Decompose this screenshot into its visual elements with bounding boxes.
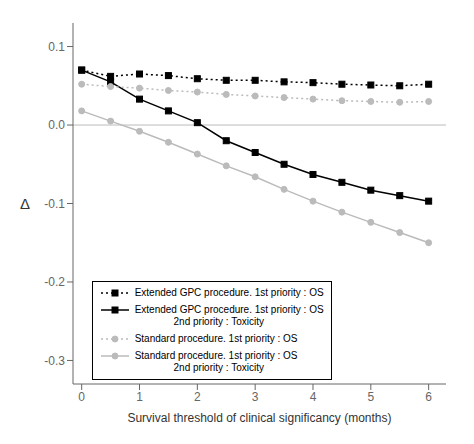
svg-text:0.1: 0.1 <box>48 40 65 54</box>
svg-text:Survival threshold of clinical: Survival threshold of clinical significa… <box>127 411 391 425</box>
html-text:Extended GPC procedure. 1st pr: Extended GPC procedure. 1st priority : O… <box>134 287 324 298</box>
html-text:Standard procedure. 1st priori: Standard procedure. 1st priority : OS <box>134 333 298 344</box>
svg-text:5: 5 <box>367 390 374 404</box>
svg-text:-0.3: -0.3 <box>44 354 65 368</box>
svg-text:4: 4 <box>310 390 317 404</box>
svg-text:6: 6 <box>425 390 432 404</box>
svg-text:1: 1 <box>136 390 143 404</box>
svg-text:-0.1: -0.1 <box>44 197 65 211</box>
svg-text:Δ: Δ <box>20 195 30 212</box>
html-text:Standard procedure. 1st priori: Standard procedure. 1st priority : OS <box>134 350 298 361</box>
svg-text:0: 0 <box>78 390 85 404</box>
html-text:2nd priority : Toxicity: 2nd priority : Toxicity <box>134 362 264 373</box>
html-text:Extended GPC procedure. 1st pr: Extended GPC procedure. 1st priority : O… <box>134 304 324 315</box>
html-text:2nd priority : Toxicity: 2nd priority : Toxicity <box>134 316 264 327</box>
svg-text:0.0: 0.0 <box>48 118 65 132</box>
svg-text:-0.2: -0.2 <box>44 275 65 289</box>
svg-text:3: 3 <box>252 390 259 404</box>
svg-text:2: 2 <box>194 390 201 404</box>
